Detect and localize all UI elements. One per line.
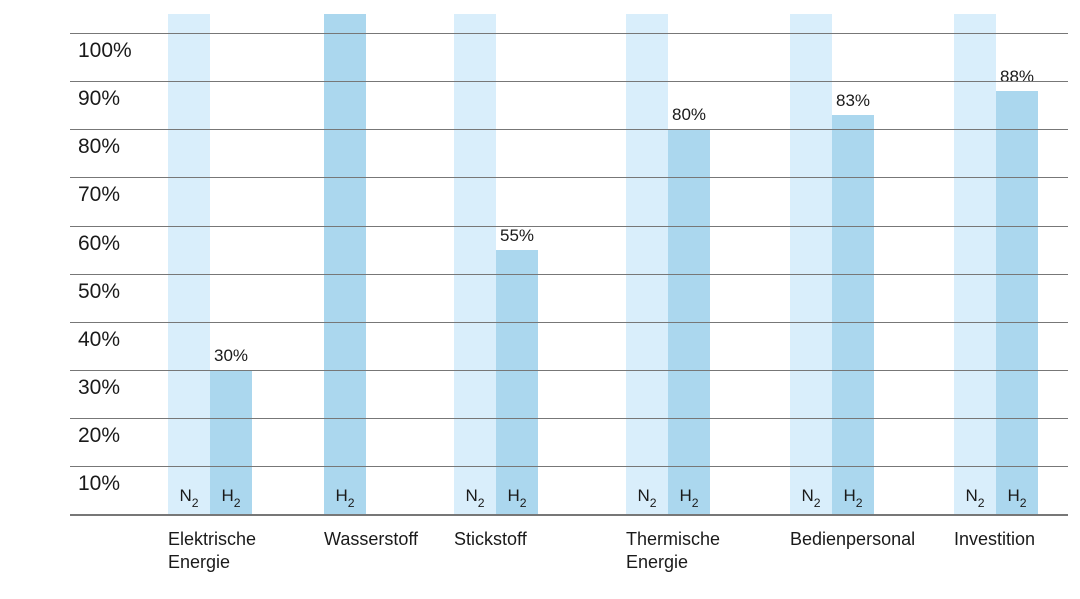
gridline [70,81,1068,82]
x-category-label: Investition [954,528,1035,551]
bar-value-label: 30% [210,346,252,366]
y-tick-label: 30% [78,376,120,400]
y-tick-label: 10% [78,472,120,496]
y-tick-label: 80% [78,135,120,159]
y-tick-label: 40% [78,328,120,352]
plot-area: N2H230%H2N2H255%N2H280%N2H283%N2H288% [70,14,1068,514]
bar-gas-label: H2 [832,486,874,508]
y-tick-label: 70% [78,183,120,207]
bar-gas-label: N2 [954,486,996,508]
x-category-label-line: Stickstoff [454,528,527,551]
y-tick-label: 100% [78,39,132,63]
bar-gas-label: H2 [324,486,366,508]
x-category-label-line: Investition [954,528,1035,551]
bar: H2 [210,370,252,514]
bar-gas-label: H2 [210,486,252,508]
y-tick-label: 60% [78,232,120,256]
gridline [70,370,1068,371]
bar: N2 [954,14,996,514]
gridline [70,322,1068,323]
y-tick-label: 20% [78,424,120,448]
bar-gas-label: N2 [168,486,210,508]
bar-value-label: 83% [832,91,874,111]
bar: N2 [168,14,210,514]
bar-value-label: 80% [668,105,710,125]
gridline [70,177,1068,178]
bar-value-label: 88% [996,67,1038,87]
bar-value-label: 55% [496,226,538,246]
x-category-label-line: Energie [626,551,720,574]
x-category-label: Stickstoff [454,528,527,551]
gridline [70,274,1068,275]
bar: H2 [496,250,538,514]
bar-gas-label: H2 [496,486,538,508]
x-category-label: Bedienpersonal [790,528,915,551]
comparison-bar-chart: N2H230%H2N2H255%N2H280%N2H283%N2H288%10%… [0,0,1080,599]
bar-gas-label: N2 [790,486,832,508]
y-tick-label: 50% [78,280,120,304]
x-category-label-line: Thermische [626,528,720,551]
gridline [70,33,1068,34]
x-category-label: Wasserstoff [324,528,418,551]
x-category-label: ThermischeEnergie [626,528,720,573]
gridline [70,514,1068,516]
bar: H2 [832,115,874,514]
gridline [70,129,1068,130]
y-tick-label: 90% [78,87,120,111]
bar: H2 [324,14,366,514]
x-category-label-line: Bedienpersonal [790,528,915,551]
x-category-label-line: Elektrische [168,528,256,551]
bar: N2 [626,14,668,514]
bar-gas-label: N2 [626,486,668,508]
gridline [70,418,1068,419]
x-category-label-line: Energie [168,551,256,574]
bar: H2 [996,91,1038,514]
bar: N2 [790,14,832,514]
x-category-label-line: Wasserstoff [324,528,418,551]
gridline [70,466,1068,467]
x-category-label: ElektrischeEnergie [168,528,256,573]
bar: N2 [454,14,496,514]
bar-gas-label: H2 [996,486,1038,508]
gridline [70,226,1068,227]
bar-gas-label: H2 [668,486,710,508]
bar-gas-label: N2 [454,486,496,508]
